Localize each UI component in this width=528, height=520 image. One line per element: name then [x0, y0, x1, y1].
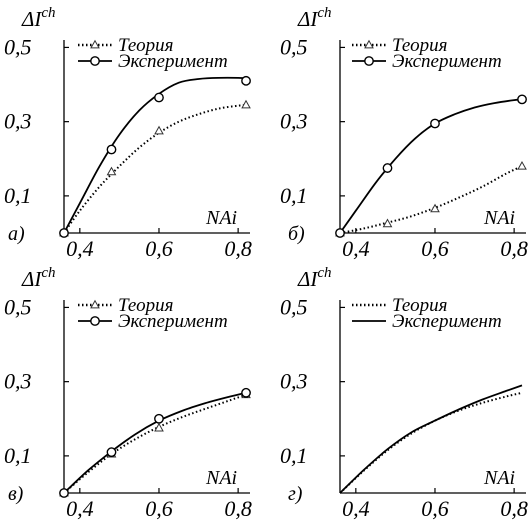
legend-label: Теория — [118, 35, 173, 56]
y-tick-label: 0,1 — [4, 443, 32, 468]
x-tick-label: 0,8 — [500, 496, 528, 520]
chart-panel-2: 0,1 0,3 0,5 0,4 0,6 0,8 ΔIch NAi б) ТеорияЭкспери… — [280, 5, 528, 261]
y-axis-label: ΔIch — [297, 265, 332, 291]
data-point-triangle — [241, 99, 251, 109]
data-point-triangle — [154, 422, 164, 432]
y-tick-label: 0,3 — [280, 369, 308, 394]
x-axis-label: NAi — [205, 207, 237, 229]
legend-label: Теория — [118, 295, 173, 316]
panel-label: б) — [288, 223, 305, 245]
panel-label: г) — [288, 483, 303, 505]
x-tick-label: 0,6 — [421, 496, 449, 520]
legend-marker-triangle — [90, 39, 100, 49]
legend-label: Эксперимент — [118, 311, 228, 332]
x-axis-label: NAi — [205, 467, 237, 489]
data-point-circle — [106, 144, 117, 155]
x-tick-label: 0,6 — [421, 236, 449, 261]
legend-label: Эксперимент — [118, 51, 228, 72]
y-tick-label: 0,3 — [4, 109, 32, 134]
legend-label: Теория — [392, 295, 447, 316]
legend-marker-triangle — [364, 39, 374, 49]
y-tick-label: 0,3 — [4, 369, 32, 394]
chart-panel-3: 0,1 0,3 0,5 0,4 0,6 0,8 ΔIch NAi в) ТеорияЭкспери… — [4, 265, 252, 520]
legend-marker-circle — [364, 56, 374, 66]
y-tick-label: 0,1 — [4, 183, 32, 208]
y-axis-label: ΔIch — [21, 5, 56, 31]
legend-label: Теория — [392, 35, 447, 56]
panel-label: в) — [8, 483, 24, 505]
panel-label: а) — [8, 223, 25, 245]
y-tick-label: 0,5 — [4, 294, 32, 319]
legend-marker-circle — [90, 316, 100, 326]
series-line-experiment — [339, 384, 523, 494]
x-tick-label: 0,4 — [66, 236, 94, 261]
data-point-circle — [241, 387, 251, 398]
chart-panel-1: 0,1 0,3 0,5 0,4 0,6 0,8 ΔIch NAi а) ТеорияЭкспери… — [4, 5, 252, 261]
y-tick-label: 0,3 — [280, 109, 308, 134]
chart-panel-4: 0,1 0,3 0,5 0,4 0,6 0,8 ΔIch NAi г) ТеорияЭкспери… — [280, 265, 528, 520]
x-tick-label: 0,4 — [342, 496, 370, 520]
data-point-circle — [382, 163, 393, 173]
data-point-circle — [335, 228, 345, 238]
x-axis-label: NAi — [483, 467, 515, 489]
legend-label: Эксперимент — [392, 51, 502, 72]
data-point-circle — [517, 94, 527, 105]
data-point-circle — [430, 118, 440, 129]
x-tick-label: 0,8 — [500, 236, 528, 261]
y-tick-label: 0,5 — [4, 34, 32, 59]
series-line-theory — [63, 104, 247, 234]
x-tick-label: 0,8 — [224, 496, 252, 520]
data-point-circle — [59, 488, 69, 498]
y-axis-label: ΔIch — [297, 5, 332, 31]
x-tick-label: 0,6 — [145, 236, 173, 261]
y-tick-label: 0,5 — [280, 294, 308, 319]
data-point-circle — [154, 413, 164, 424]
y-tick-label: 0,5 — [280, 34, 308, 59]
x-tick-label: 0,4 — [342, 236, 370, 261]
data-point-circle — [59, 228, 69, 238]
x-tick-label: 0,6 — [145, 496, 173, 520]
x-tick-label: 0,8 — [224, 236, 252, 261]
data-point-circle — [154, 92, 164, 103]
legend-marker-circle — [90, 56, 100, 66]
x-axis-label: NAi — [483, 207, 515, 229]
x-tick-label: 0,4 — [66, 496, 94, 520]
y-tick-label: 0,1 — [280, 183, 308, 208]
data-point-triangle — [154, 125, 164, 135]
data-point-triangle — [382, 218, 393, 228]
legend-marker-triangle — [90, 299, 100, 309]
data-point-triangle — [106, 166, 117, 176]
data-point-triangle — [517, 160, 527, 170]
data-point-circle — [106, 447, 117, 458]
legend-label: Эксперимент — [392, 311, 502, 332]
data-point-triangle — [430, 203, 440, 213]
y-axis-label: ΔIch — [21, 265, 56, 291]
y-tick-label: 0,1 — [280, 443, 308, 468]
data-point-circle — [241, 75, 251, 86]
